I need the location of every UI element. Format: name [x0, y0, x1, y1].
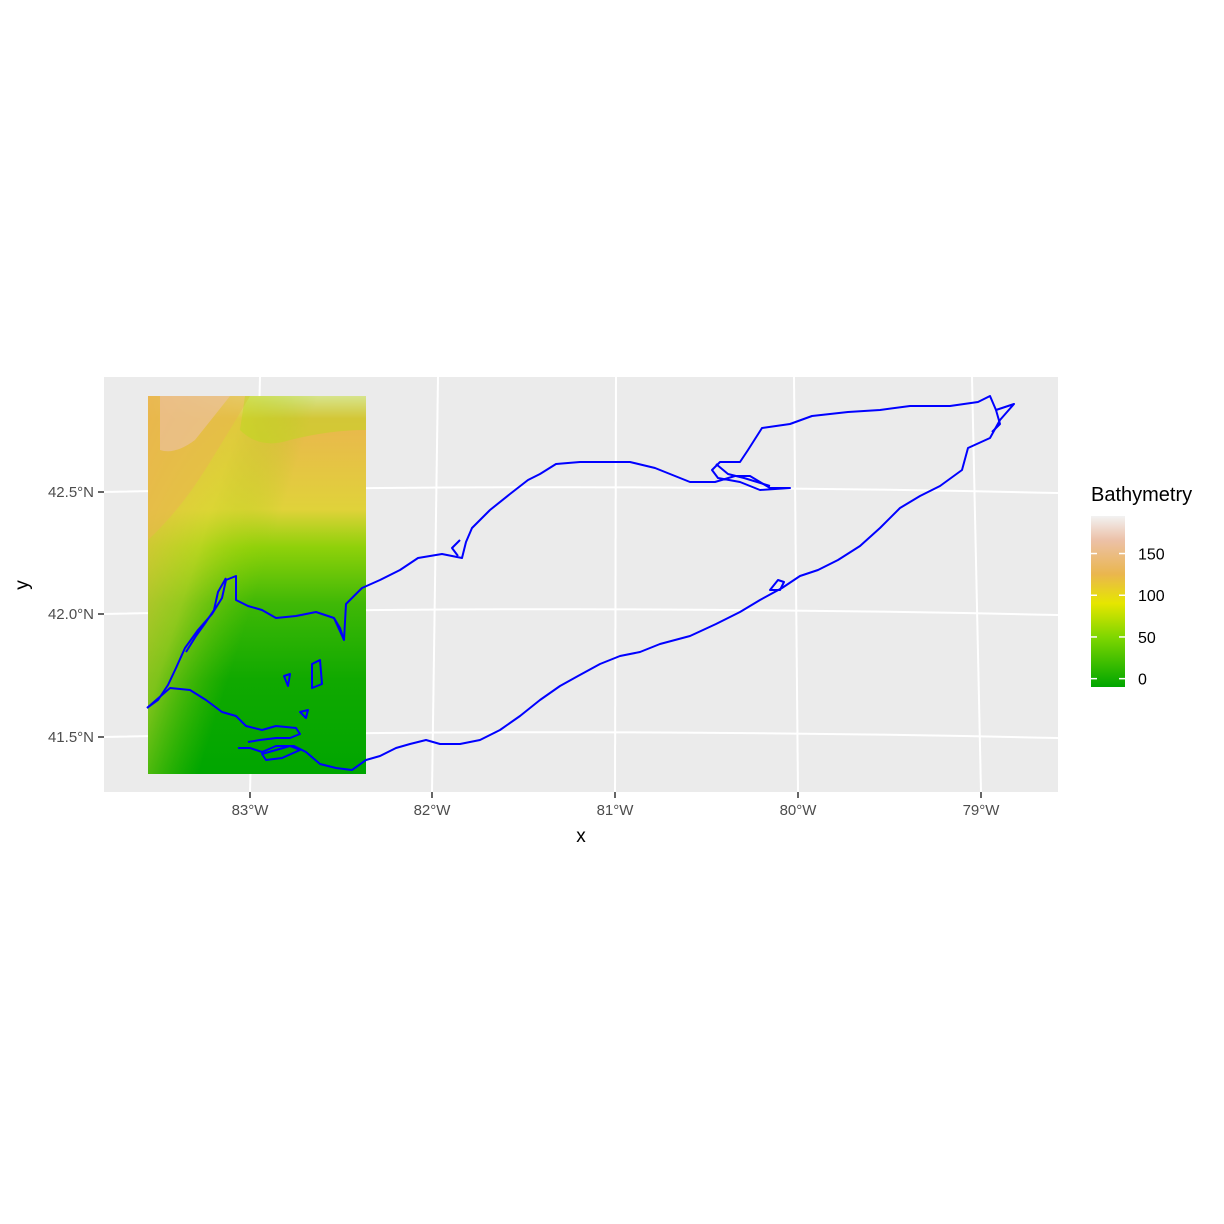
- x-axis: 83°W 82°W 81°W 80°W 79°W x: [232, 792, 1001, 847]
- y-tick-label: 41.5°N: [48, 729, 94, 746]
- presque-isle: [769, 579, 785, 591]
- legend: Bathymetry 150 100 50 0: [1091, 484, 1192, 689]
- niagara-corner: [991, 409, 1001, 433]
- meridian-80w: [793, 377, 799, 792]
- y-tick-label: 42.0°N: [48, 606, 94, 623]
- legend-tick-label: 100: [1138, 588, 1165, 605]
- lake-st-clair-inlet: [185, 577, 227, 653]
- island-bass-2: [299, 709, 309, 719]
- x-tick-label: 79°W: [963, 802, 1001, 819]
- bathymetry-raster: [148, 396, 366, 774]
- y-axis-title: y: [12, 580, 33, 590]
- long-point: [715, 463, 771, 487]
- western-basin-shore: [146, 687, 301, 743]
- y-axis: 42.5°N 42.0°N 41.5°N y: [12, 484, 104, 746]
- island-bass-1: [283, 673, 291, 687]
- lake-outline: [146, 395, 1015, 771]
- marblehead-peninsula: [261, 745, 301, 761]
- x-tick-label: 81°W: [597, 802, 635, 819]
- x-tick-label: 83°W: [232, 802, 270, 819]
- pelee-island: [311, 659, 323, 689]
- legend-tick-label: 50: [1138, 630, 1156, 647]
- y-tick-label: 42.5°N: [48, 484, 94, 501]
- legend-tick-label: 0: [1138, 672, 1147, 689]
- legend-title: Bathymetry: [1091, 484, 1192, 506]
- meridian-82w: [431, 377, 439, 792]
- x-tick-label: 82°W: [414, 802, 452, 819]
- legend-tick-label: 150: [1138, 547, 1165, 564]
- x-axis-title: x: [576, 826, 586, 847]
- rondeau-hook: [451, 539, 461, 557]
- lake-erie-shoreline: [146, 395, 1015, 771]
- legend-ticks: 150 100 50 0: [1091, 547, 1165, 689]
- x-tick-label: 80°W: [780, 802, 818, 819]
- legend-colorbar: [1091, 516, 1125, 687]
- meridian-81w: [614, 377, 617, 792]
- point-pelee: [333, 617, 345, 641]
